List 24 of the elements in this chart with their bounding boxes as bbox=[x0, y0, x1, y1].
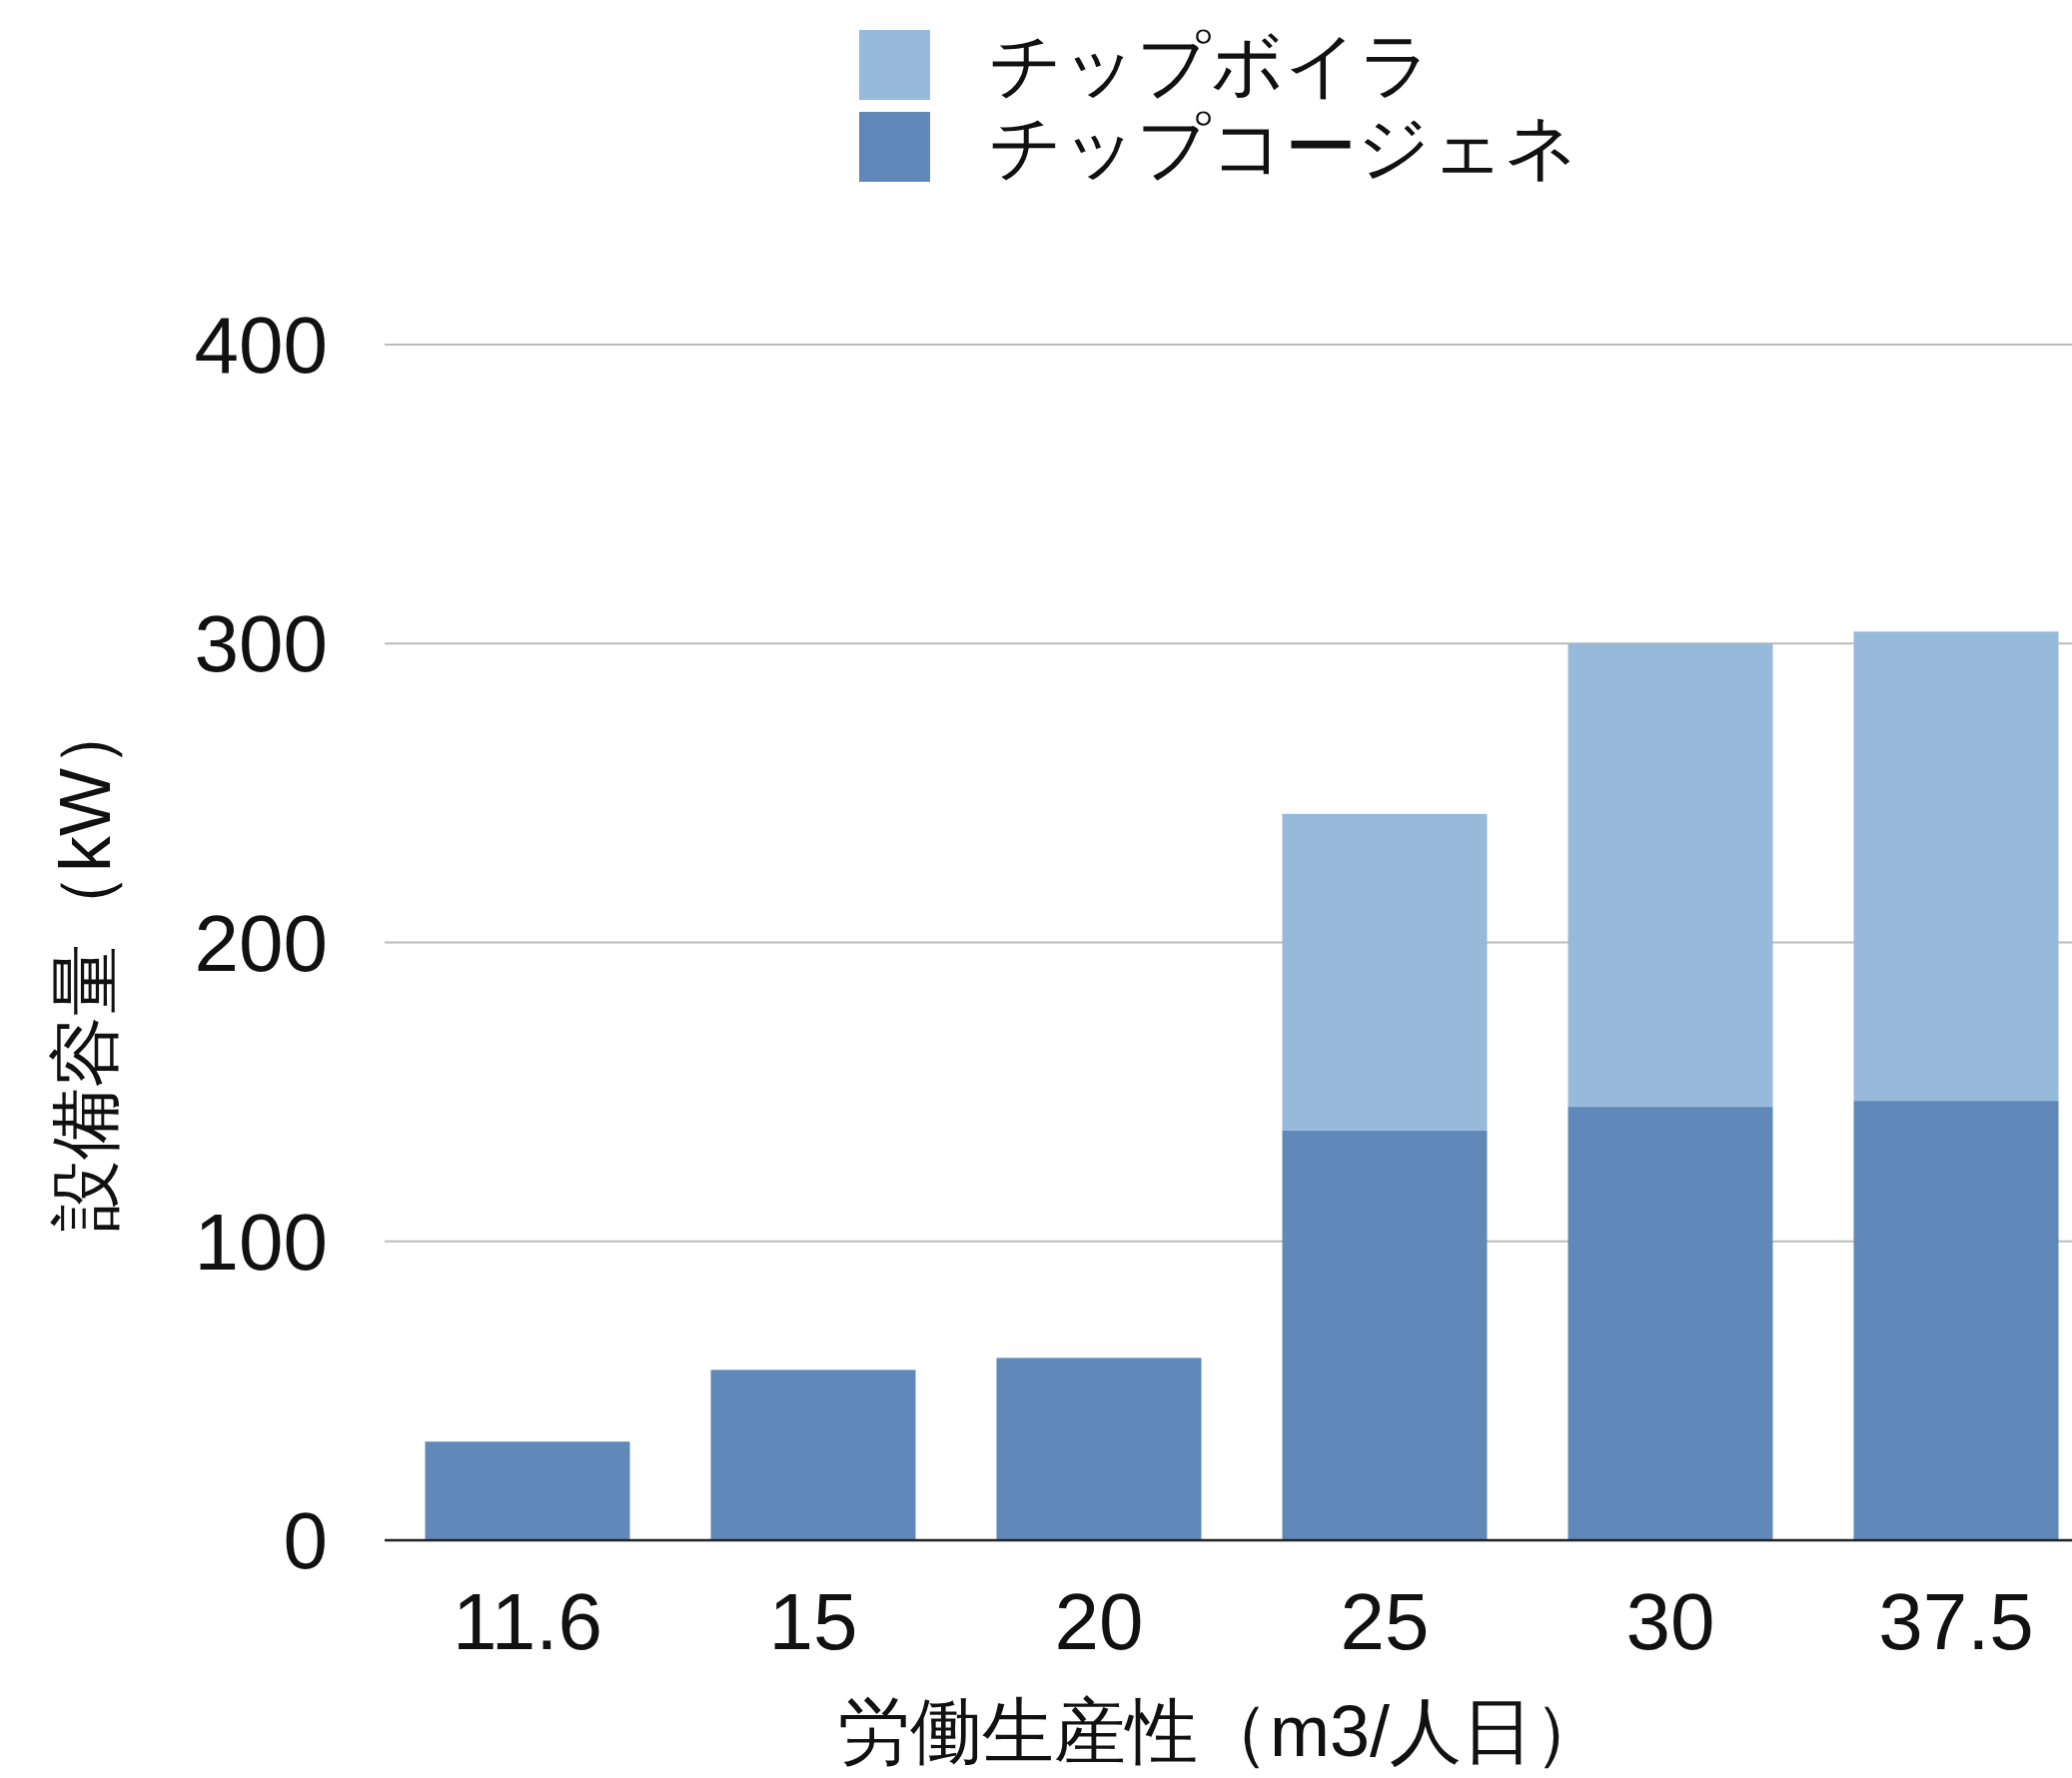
y-tick-label: 0 bbox=[283, 1496, 328, 1585]
bar bbox=[1567, 1107, 1773, 1540]
bar bbox=[425, 1441, 630, 1540]
y-axis-title: 設備容量（kW） bbox=[45, 696, 125, 1232]
y-tick-label: 200 bbox=[194, 898, 328, 988]
bar bbox=[1853, 631, 2059, 1102]
x-tick-label: 37.5 bbox=[1878, 1577, 2034, 1666]
x-tick-label: 15 bbox=[768, 1577, 858, 1666]
bar bbox=[710, 1369, 916, 1540]
bar bbox=[1282, 1131, 1488, 1540]
bar bbox=[996, 1357, 1202, 1540]
y-tick-label: 400 bbox=[194, 301, 328, 390]
legend-label: チップボイラ bbox=[989, 25, 1433, 105]
y-tick-label: 300 bbox=[194, 599, 328, 689]
x-tick-label: 30 bbox=[1625, 1577, 1715, 1666]
x-tick-label: 20 bbox=[1054, 1577, 1144, 1666]
y-tick-label: 100 bbox=[194, 1197, 328, 1287]
x-tick-label: 25 bbox=[1340, 1577, 1430, 1666]
bar bbox=[1567, 643, 1773, 1108]
x-axis-title: 労働生産性（m3/人日） bbox=[837, 1691, 1606, 1771]
x-tick-label: 11.6 bbox=[453, 1577, 602, 1666]
legend-label: チップコージェネ bbox=[989, 107, 1578, 187]
bar bbox=[1853, 1101, 2059, 1540]
bar bbox=[1282, 813, 1488, 1132]
